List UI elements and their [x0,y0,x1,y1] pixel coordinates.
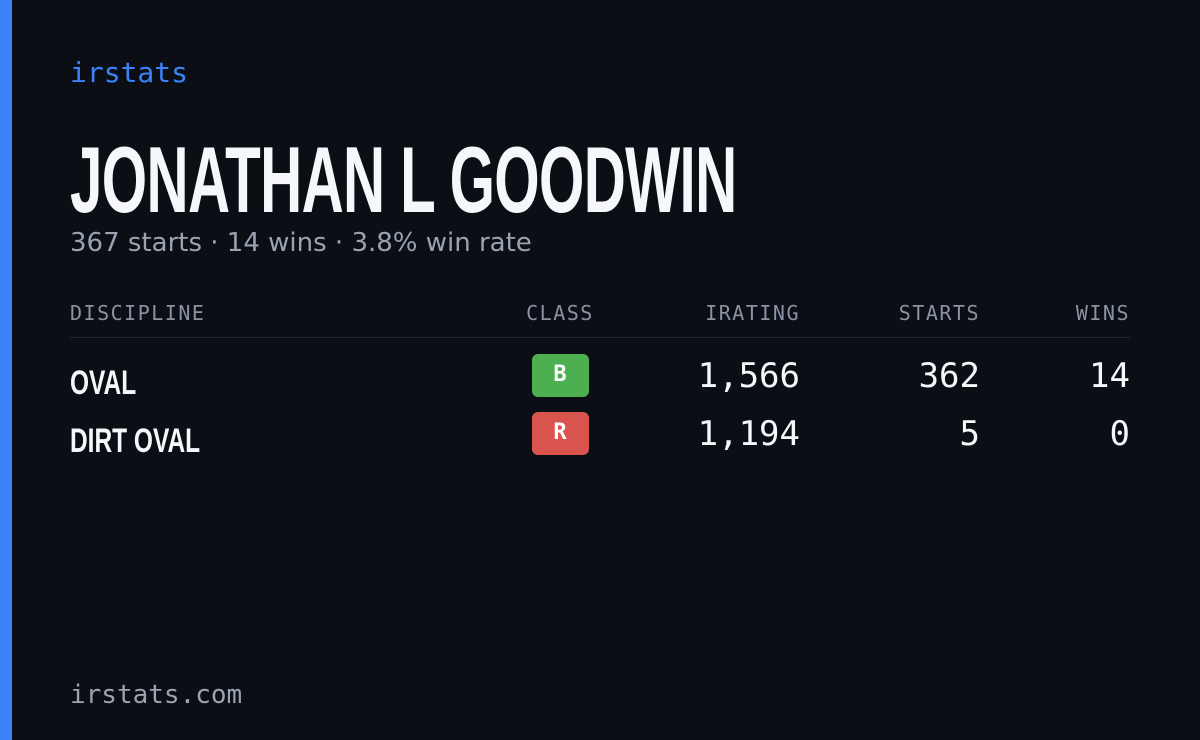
column-header: DISCIPLINE [70,301,206,325]
footer-domain: irstats.com [70,680,243,710]
stat-value: 0 [1109,414,1130,454]
stat-value: 5 [959,414,980,454]
stat-value: 362 [918,356,980,396]
column-header: CLASS [526,301,594,325]
accent-bar [0,0,12,740]
column-header: WINS [1075,301,1130,325]
class-badge: R [531,412,589,455]
discipline: OVAL [70,364,137,402]
stat-value: 1,194 [697,414,800,454]
column-header: STARTS [898,301,980,325]
driver-name: JONATHAN L GOODWIN [70,127,737,232]
discipline: DIRT OVAL [70,422,201,460]
stat-value: 1,566 [697,356,800,396]
stat-value: 14 [1089,356,1130,396]
brand: irstats [70,56,189,89]
summary: 367 starts · 14 wins · 3.8% win rate [70,228,532,258]
column-header: IRATING [705,301,800,325]
class-badge: B [531,354,589,397]
header-rule [70,337,1130,338]
